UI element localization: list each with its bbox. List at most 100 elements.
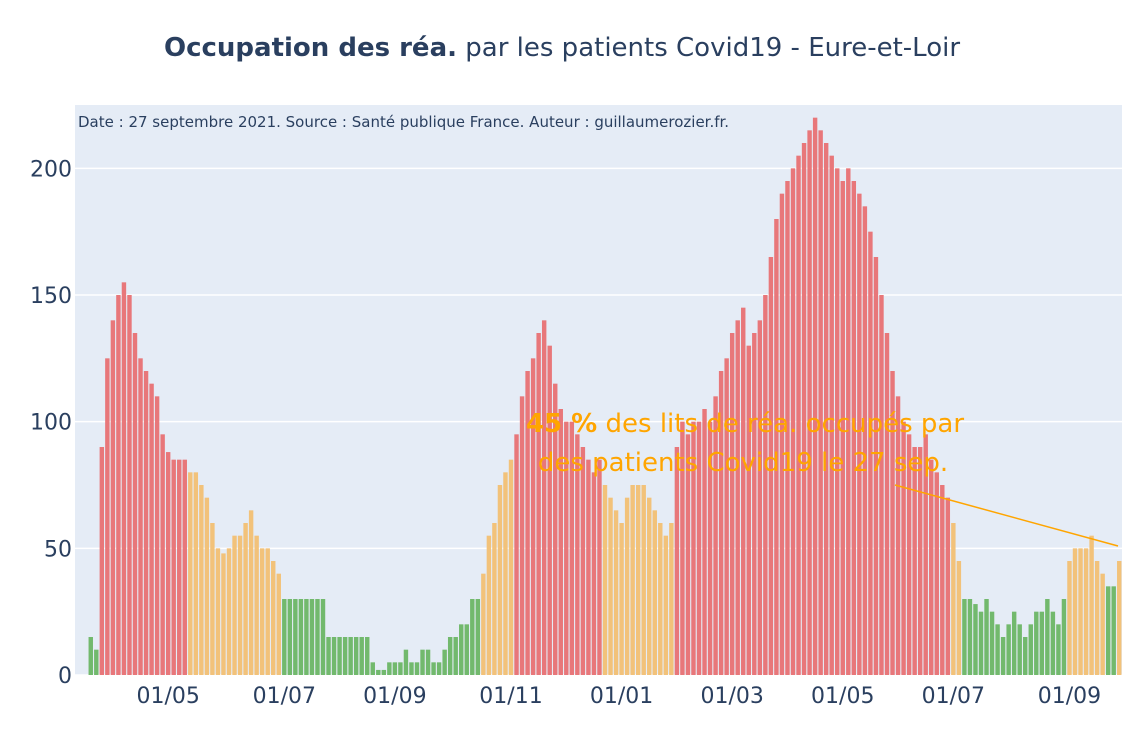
bar <box>575 434 580 675</box>
bar <box>365 637 370 675</box>
bar <box>1089 535 1094 675</box>
bar <box>447 637 453 675</box>
bar <box>265 548 270 675</box>
bar <box>1072 548 1078 675</box>
bar <box>835 168 840 676</box>
bar <box>729 333 735 675</box>
x-tick-label: 01/07 <box>253 684 316 709</box>
bar <box>967 599 973 675</box>
bar <box>923 434 928 675</box>
bar <box>658 523 663 675</box>
annotation-arrow <box>894 484 1119 547</box>
bar <box>1117 561 1122 675</box>
bar <box>669 523 674 675</box>
bar <box>359 637 364 675</box>
bar <box>105 358 110 675</box>
bar <box>912 447 917 675</box>
bar <box>1050 611 1056 675</box>
bar <box>519 396 525 675</box>
bar <box>724 358 729 675</box>
bar <box>1056 624 1061 675</box>
bar <box>1061 599 1067 675</box>
bar <box>398 662 403 675</box>
bar <box>508 459 514 675</box>
bar <box>221 553 226 675</box>
bar <box>630 485 635 675</box>
bar <box>210 523 215 675</box>
x-tick-label: 01/05 <box>136 684 199 709</box>
bar <box>259 548 265 675</box>
bar <box>177 459 182 675</box>
bar <box>790 168 796 676</box>
bar <box>503 472 508 675</box>
bar <box>182 459 187 675</box>
bar <box>188 472 193 675</box>
bar <box>796 155 801 675</box>
bar <box>348 637 353 675</box>
bar <box>641 485 646 675</box>
x-tick-label: 01/01 <box>590 684 653 709</box>
bar <box>846 168 851 676</box>
bar <box>497 485 503 675</box>
bar <box>431 662 436 675</box>
bar <box>685 434 691 675</box>
bar <box>929 459 934 675</box>
bar <box>741 307 746 675</box>
bar <box>1100 573 1105 675</box>
bar <box>591 472 597 675</box>
bar <box>481 573 486 675</box>
bar <box>425 649 431 675</box>
bar <box>978 611 984 675</box>
bar <box>315 599 320 675</box>
bar <box>226 548 232 675</box>
bar <box>387 662 392 675</box>
bar <box>812 117 818 675</box>
bar <box>1039 611 1045 675</box>
bar <box>934 472 939 675</box>
bar <box>376 669 381 675</box>
bar <box>663 535 669 675</box>
bar <box>530 358 536 675</box>
bar <box>895 396 901 675</box>
bar <box>868 231 873 675</box>
bar <box>127 295 132 675</box>
bar <box>879 295 884 675</box>
bar <box>564 421 569 675</box>
bar <box>707 421 713 675</box>
chart-title: Occupation des réa. par les patients Cov… <box>164 33 960 63</box>
bar <box>121 282 127 675</box>
bar <box>906 434 912 675</box>
x-tick-label: 01/09 <box>363 684 426 709</box>
bar <box>890 371 895 675</box>
bar <box>1083 548 1089 675</box>
bar <box>857 193 862 675</box>
bar <box>337 637 342 675</box>
annotation-line: 45 % des lits de réa. occupés par <box>526 409 964 439</box>
bar <box>840 181 845 675</box>
bar <box>320 599 326 675</box>
bar <box>1028 624 1033 675</box>
bar <box>768 257 774 675</box>
bar <box>326 637 331 675</box>
bar <box>1111 586 1116 675</box>
bar <box>735 320 740 675</box>
bar <box>436 662 442 675</box>
bar <box>624 497 630 675</box>
bar <box>232 535 237 675</box>
bar <box>271 561 276 675</box>
bar <box>409 662 414 675</box>
annotation-highlight: 45 % <box>526 409 597 439</box>
bar <box>818 130 823 676</box>
bar <box>381 669 387 675</box>
bar <box>635 485 641 675</box>
bar <box>459 624 464 675</box>
bar <box>94 649 99 675</box>
x-tick-label: 01/05 <box>811 684 874 709</box>
x-tick-label: 01/03 <box>700 684 763 709</box>
bar <box>851 181 857 675</box>
bar <box>569 421 575 675</box>
bar <box>282 599 287 675</box>
bar <box>917 447 923 675</box>
bar <box>160 434 165 675</box>
bar <box>199 485 204 675</box>
